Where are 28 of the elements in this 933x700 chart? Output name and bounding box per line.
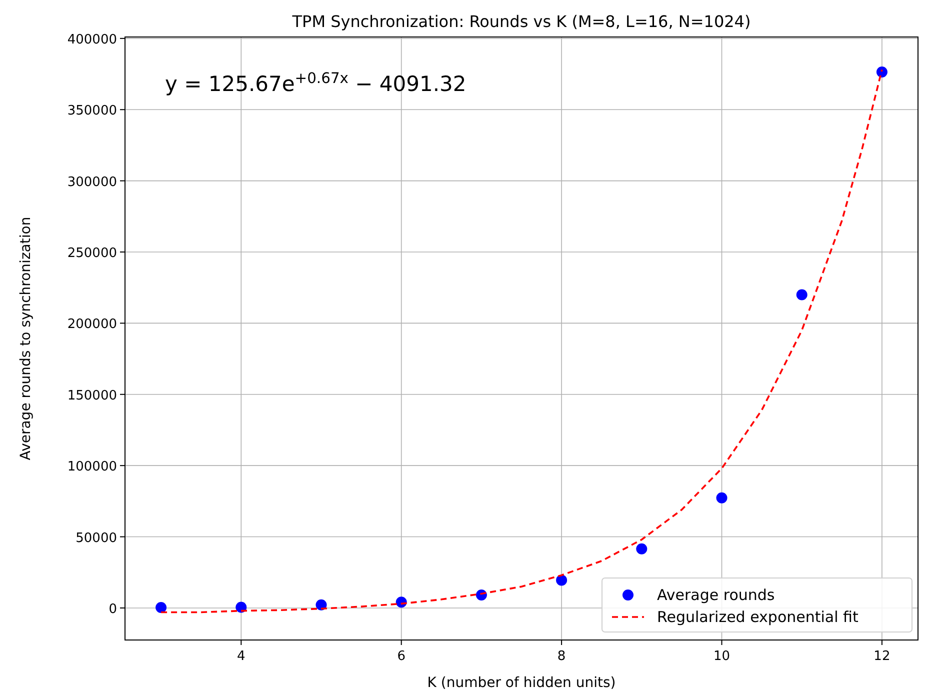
- x-tick-label: 4: [237, 649, 246, 664]
- y-tick-label: 200000: [67, 317, 117, 332]
- y-tick-label: 250000: [67, 246, 117, 261]
- point: [316, 599, 327, 610]
- y-tick-label: 350000: [67, 104, 117, 119]
- y-axis-title: Average rounds to synchronization: [18, 216, 34, 460]
- y-tick-label: 400000: [67, 32, 117, 48]
- y-tick-label: 150000: [67, 388, 117, 404]
- x-tick-label: 10: [713, 649, 730, 664]
- y-tick-label: 300000: [67, 174, 117, 190]
- point: [876, 66, 888, 78]
- x-axis-title: K (number of hidden units): [427, 675, 616, 691]
- y-tick-label: 100000: [67, 460, 117, 475]
- x-tick-label: 8: [557, 649, 566, 664]
- point: [556, 574, 568, 586]
- y-tick-label: 50000: [76, 530, 117, 546]
- x-tick-label: 6: [397, 649, 406, 664]
- chart-title: TPM Synchronization: Rounds vs K (M=8, L=16, N=1024): [291, 12, 751, 31]
- y-tick-label: 0: [108, 602, 117, 617]
- legend-label: Average rounds: [657, 586, 775, 604]
- point: [236, 602, 247, 613]
- x-tick-label: 12: [874, 649, 890, 664]
- point: [636, 543, 648, 554]
- annotation: y = 125.67e$^{+0.67x}$ − 4091.32: [165, 70, 466, 96]
- point: [796, 289, 808, 300]
- point: [156, 602, 167, 614]
- legend-label: Regularized exponential fit: [657, 608, 858, 626]
- point: [716, 492, 728, 504]
